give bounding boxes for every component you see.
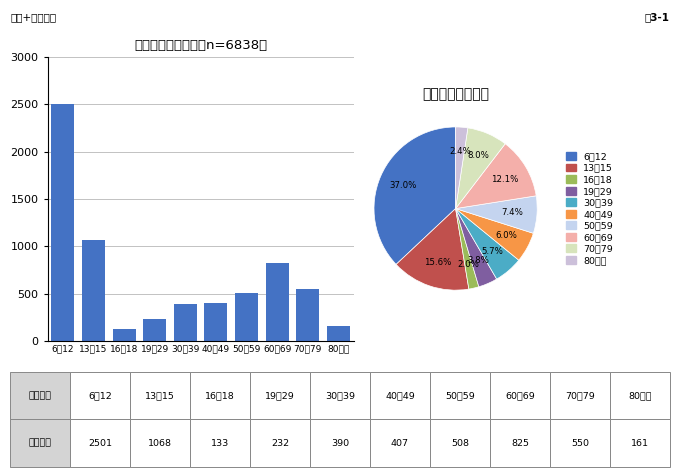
Text: 8.0%: 8.0% [467,152,489,161]
Bar [82,240,105,341]
Text: 390: 390 [331,439,349,447]
Text: 232: 232 [271,439,289,447]
Wedge shape [396,209,469,290]
Wedge shape [456,209,533,260]
Text: 50～59: 50～59 [445,392,475,400]
Text: 7.4%: 7.4% [502,209,524,218]
Text: 161: 161 [631,439,649,447]
Text: 3.8%: 3.8% [467,256,489,265]
Title: 年齢別受診者割合: 年齢別受診者割合 [422,87,489,101]
Text: 2.4%: 2.4% [449,147,471,156]
Text: 一般+学校検診: 一般+学校検診 [10,12,56,22]
Text: 825: 825 [511,439,529,447]
Bar [266,263,288,341]
Text: 受診者数: 受診者数 [29,439,52,447]
Bar [327,326,350,341]
Text: 70～79: 70～79 [565,392,595,400]
Text: 年齢区分: 年齢区分 [29,392,52,400]
Bar [205,303,227,341]
Text: 2.0%: 2.0% [458,260,479,269]
Title: 年齢別受診者数　（n=6838）: 年齢別受診者数 （n=6838） [134,38,267,52]
Text: 図3-1: 図3-1 [645,12,670,22]
Text: 508: 508 [451,439,469,447]
Wedge shape [456,196,537,233]
Wedge shape [456,209,479,289]
Text: 60～69: 60～69 [505,392,534,400]
Wedge shape [456,128,505,209]
Text: 80以上: 80以上 [628,392,651,400]
Text: 6.0%: 6.0% [495,231,517,240]
Wedge shape [456,209,519,279]
Bar [235,293,258,341]
Wedge shape [456,127,468,209]
Wedge shape [456,144,537,209]
Text: 15.6%: 15.6% [424,258,451,267]
Text: 550: 550 [571,439,589,447]
Text: 2501: 2501 [88,439,112,447]
Wedge shape [456,209,496,287]
Bar [113,328,135,341]
Text: 13～15: 13～15 [145,392,175,400]
Wedge shape [374,127,456,264]
Bar [143,319,166,341]
Bar [52,104,74,341]
Text: 16～18: 16～18 [205,392,235,400]
Text: 19～29: 19～29 [265,392,295,400]
Text: 5.7%: 5.7% [481,247,504,256]
Text: 12.1%: 12.1% [491,175,518,184]
Legend: 6～12, 13～15, 16～18, 19～29, 30～39, 40～49, 50～59, 60～69, 70～79, 80以上: 6～12, 13～15, 16～18, 19～29, 30～39, 40～49,… [566,152,613,265]
Text: 30～39: 30～39 [325,392,355,400]
Bar [174,304,197,341]
Bar [296,289,319,341]
Text: 37.0%: 37.0% [390,182,417,191]
Text: 1068: 1068 [148,439,172,447]
Text: 407: 407 [391,439,409,447]
Text: 40～49: 40～49 [385,392,415,400]
Text: 133: 133 [211,439,229,447]
Text: 6～12: 6～12 [88,392,112,400]
